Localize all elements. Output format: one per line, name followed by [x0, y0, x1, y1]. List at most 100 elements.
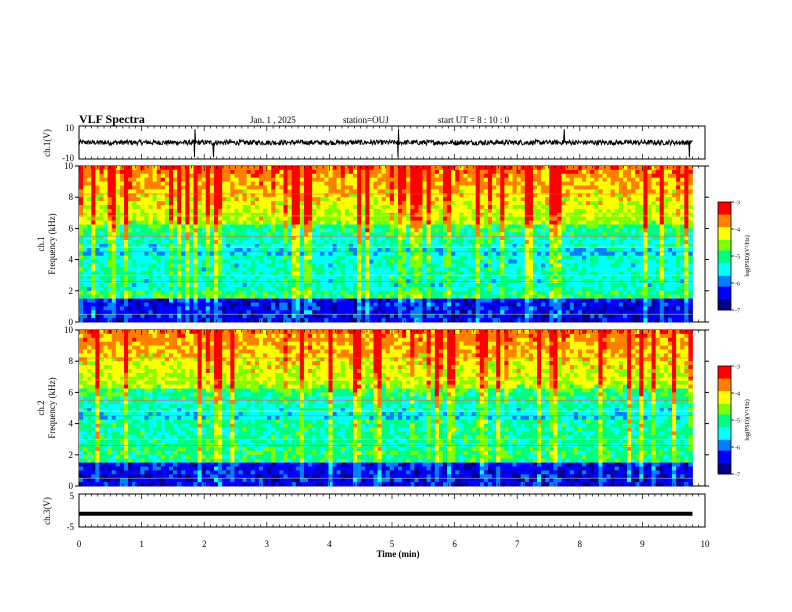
spectrogram-cell	[254, 310, 260, 315]
spectrogram-cell	[455, 286, 460, 292]
spectrogram-cell	[193, 318, 199, 323]
spectrogram-cell	[410, 283, 415, 288]
spectrogram-cell	[144, 232, 149, 237]
spectrogram-cell	[115, 251, 121, 257]
spectrogram-cell	[197, 216, 203, 221]
spectrogram-cell	[320, 318, 325, 323]
spectrogram-cell	[303, 318, 309, 323]
spectrogram-cell	[303, 306, 309, 311]
spectrogram-cell	[148, 201, 154, 206]
spectrogram-cell	[455, 290, 460, 296]
spectrogram-cell	[532, 275, 538, 280]
spectrogram-cell	[197, 244, 203, 249]
spectrogram-cell	[520, 185, 526, 190]
spectrogram-cell	[414, 318, 419, 323]
spectrogram-cell	[565, 247, 571, 253]
spectrogram-cell	[140, 224, 145, 229]
spectrogram-cell	[471, 240, 477, 245]
spectrogram-cell	[152, 181, 158, 186]
spectrogram-cell	[99, 263, 104, 268]
spectrogram-cell	[103, 310, 109, 315]
spectrogram-cell	[520, 286, 526, 292]
spectrogram-cell	[83, 208, 88, 214]
spectrogram-cell	[422, 236, 428, 241]
spectrogram-cell	[528, 189, 534, 194]
spectrogram-cell	[443, 240, 448, 245]
spectrogram-cell	[520, 298, 526, 303]
spectrogram-cell	[438, 208, 444, 214]
spectrogram-cell	[299, 267, 305, 272]
spectrogram-cell	[168, 220, 174, 225]
spectrogram-cell	[532, 310, 538, 315]
spectrogram-cell	[87, 189, 92, 194]
spectrogram-cell	[246, 232, 252, 237]
spectrogram-cell	[496, 267, 501, 272]
spectrogram-cell	[222, 290, 227, 296]
spectrogram-cell	[443, 224, 448, 229]
spectrogram-cell	[295, 181, 301, 186]
spectrogram-cell	[434, 201, 440, 206]
spectrogram-cell	[418, 236, 423, 241]
spectrogram-cell	[271, 189, 276, 194]
spectrogram-cell	[565, 228, 571, 233]
spectrogram-cell	[140, 298, 145, 303]
spectrogram-cell	[299, 244, 305, 249]
spectrogram-cell	[582, 201, 587, 206]
spectrogram-cell	[185, 232, 190, 237]
spectrogram-cell	[250, 290, 256, 296]
spectrogram-cell	[312, 193, 317, 198]
spectrogram-cell	[361, 310, 366, 315]
spectrogram-cell	[406, 185, 411, 190]
spectrogram-cell	[275, 247, 280, 253]
spectrogram-cell	[577, 205, 583, 210]
spectrogram-cell	[312, 259, 317, 264]
spectrogram-cell	[115, 275, 121, 280]
spectrogram-cell	[181, 228, 186, 233]
spectrogram-cell	[226, 290, 231, 296]
spectrogram-cell	[524, 251, 530, 257]
spectrogram-cell	[377, 173, 383, 179]
spectrogram-cell	[128, 275, 133, 280]
spectrogram-cell	[492, 267, 497, 272]
spectrogram-cell	[250, 193, 256, 198]
spectrogram-cell	[492, 169, 497, 175]
spectrogram-cell	[479, 185, 485, 190]
spectrogram-cell	[209, 236, 215, 241]
spectrogram-cell	[99, 166, 104, 171]
spectrogram-cell	[316, 255, 321, 260]
spectrogram-cell	[586, 197, 591, 202]
spectrogram-cell	[173, 240, 178, 245]
spectrogram-cell	[414, 185, 419, 190]
spectrogram-cell	[303, 216, 309, 221]
spectrogram-cell	[136, 185, 141, 190]
spectrogram-cell	[254, 177, 260, 182]
spectrogram-cell	[483, 271, 489, 276]
spectrogram-cell	[565, 185, 571, 190]
spectrogram-cell	[365, 185, 370, 190]
spectrogram-cell	[418, 224, 423, 229]
spectrogram-cell	[115, 263, 121, 268]
spectrogram-cell	[373, 208, 378, 214]
spectrogram-cell	[201, 298, 207, 303]
spectrogram-cell	[254, 259, 260, 264]
spectrogram-cell	[328, 181, 333, 186]
spectrogram-cell	[299, 212, 305, 218]
spectrogram-cell	[140, 244, 145, 249]
spectrogram-cell	[258, 259, 264, 264]
spectrogram-cell	[287, 228, 293, 233]
spectrogram-cell	[479, 259, 485, 264]
spectrogram-cell	[242, 294, 248, 299]
spectrogram-cell	[332, 310, 338, 315]
spectrogram-cell	[573, 166, 579, 171]
spectrogram-cell	[512, 290, 518, 296]
spectrogram-cell	[549, 294, 554, 299]
spectrogram-cell	[111, 244, 117, 249]
spectrogram-cell	[471, 169, 477, 175]
spectrogram-cell	[357, 306, 362, 311]
spectrogram-cell	[177, 283, 182, 288]
spectrogram-cell	[316, 298, 321, 303]
spectrogram-cell	[308, 173, 313, 179]
spectrogram-cell	[193, 189, 199, 194]
spectrogram-cell	[406, 267, 411, 272]
spectrogram-cell	[213, 306, 219, 311]
